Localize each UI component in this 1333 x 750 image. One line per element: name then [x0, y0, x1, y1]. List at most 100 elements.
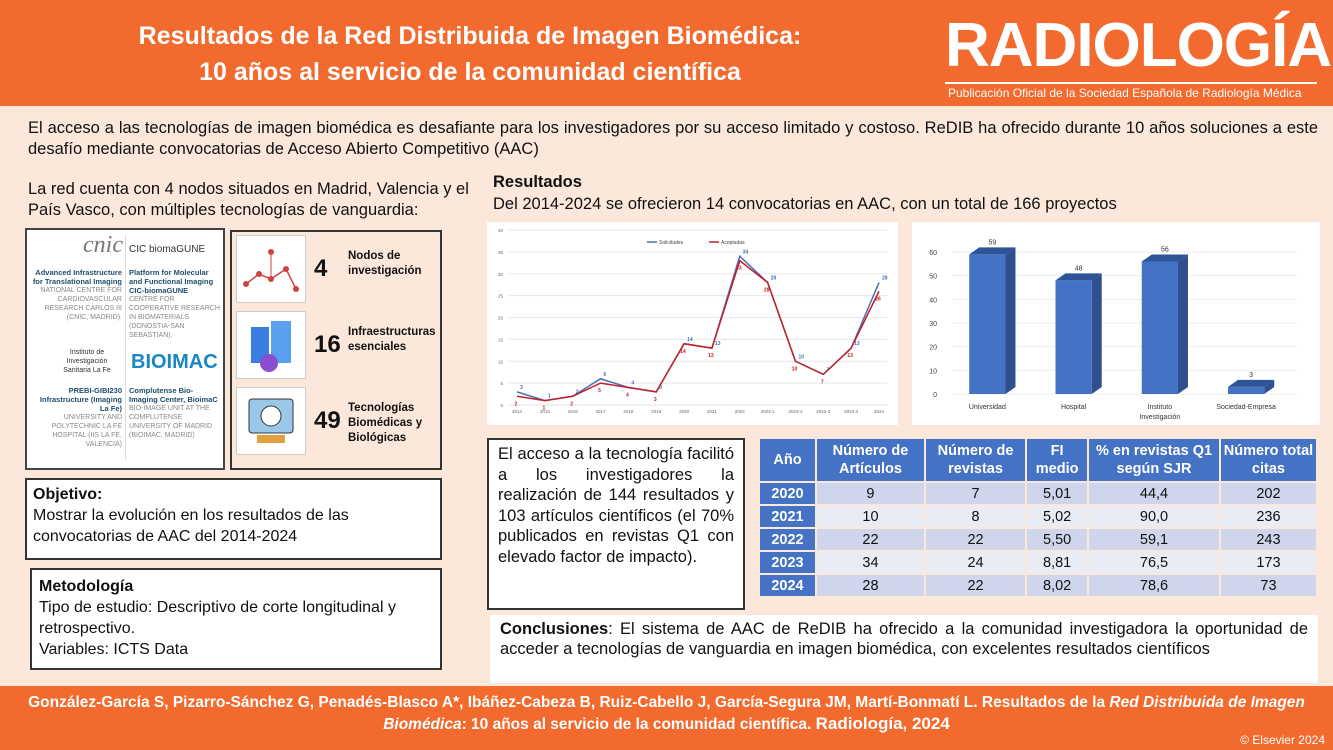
y-tick-label: 50	[929, 274, 937, 281]
column-header: Número de revistas	[925, 439, 1026, 481]
stat-value: 4	[314, 255, 328, 282]
stat-label: Tecnologías Biomédicas y Biológicas	[348, 402, 423, 444]
table-cell: 8,81	[1027, 552, 1088, 573]
table-cell: 76,5	[1089, 552, 1219, 573]
institution-bioimac: Complutense Bio-Imaging Center, BioimaC B…	[129, 386, 221, 440]
table-cell: 10	[817, 506, 924, 527]
x-tick-label: 2023-2	[788, 409, 803, 414]
data-label: 13	[715, 341, 721, 347]
data-label: 56	[1161, 246, 1169, 253]
table-cell: 78,6	[1089, 575, 1219, 596]
x-tick-label: 2014	[512, 409, 523, 414]
bar-hospital	[1055, 280, 1092, 394]
results-title: Resultados	[493, 173, 582, 191]
bar-universidad	[969, 254, 1006, 394]
bar-side	[1005, 247, 1016, 394]
data-label: 10	[792, 366, 798, 372]
bar-side	[1091, 273, 1102, 394]
x-tick-label: 2019	[651, 409, 662, 414]
table-cell: 28	[817, 575, 924, 596]
column-header: Número de Artículos	[817, 439, 924, 481]
citation-journal: Radiología, 2024	[815, 714, 950, 733]
institution-cnic: Advanced Infrastructure for Translationa…	[30, 268, 122, 322]
table-cell: 8,02	[1027, 575, 1088, 596]
y-tick-label: 10	[929, 368, 937, 375]
table-row: 2023 34 24 8,81 76,5 173	[760, 552, 1316, 573]
table-cell: 44,4	[1089, 483, 1219, 504]
journal-logo: RADIOLOGÍA	[945, 11, 1332, 80]
x-tick-label: Sociedad-Empresa	[1216, 404, 1276, 411]
conclusions-label: Conclusiones	[500, 620, 609, 638]
column-header: Año	[760, 439, 815, 481]
table-cell: 236	[1220, 506, 1316, 527]
series-line-solicitudes	[516, 254, 880, 402]
bar-top	[969, 247, 1016, 255]
cicbiomagune-logo: CIC biomaGUNE	[129, 244, 206, 255]
table-cell: 5,50	[1027, 529, 1088, 550]
data-label: 59	[988, 239, 996, 246]
data-label: 13	[854, 341, 860, 347]
data-label: 7	[821, 379, 824, 385]
table-cell: 73	[1220, 575, 1316, 596]
copyright: © Elsevier 2024	[1240, 733, 1325, 747]
logo-divider	[945, 82, 1317, 84]
table-cell: 5,01	[1027, 483, 1088, 504]
lafe-logo: Instituto de Investigación Sanitaria La …	[63, 349, 111, 374]
table-cell: 22	[925, 575, 1026, 596]
y-tick-label: 25	[498, 294, 504, 299]
methodology-study-type: Tipo de estudio: Descriptivo de corte lo…	[39, 599, 396, 637]
table-cell: 8	[925, 506, 1026, 527]
column-header: FI medio	[1027, 439, 1088, 481]
data-label: 26	[875, 296, 881, 302]
intro-text: El acceso a las tecnologías de imagen bi…	[28, 119, 1318, 158]
publications-table: Año Número de Artículos Número de revist…	[758, 437, 1318, 598]
table-cell: 5,02	[1027, 506, 1088, 527]
stat-infrastructures: 16 Infraestructuras esenciales	[236, 311, 440, 383]
x-tick-label: Universidad	[969, 404, 1006, 411]
citation-title-italic: Red Distribuida de Imagen Biomédica	[383, 694, 1305, 733]
y-tick-label: 30	[929, 321, 937, 328]
y-tick-label: 15	[498, 337, 504, 342]
x-tick-label: 2017	[596, 409, 607, 414]
table-cell: 24	[925, 552, 1026, 573]
y-tick-label: 0	[933, 392, 937, 399]
table-cell: 34	[817, 552, 924, 573]
network-nodes-icon	[236, 235, 306, 303]
institution-cicbiomagune: Platform for Molecular and Functional Im…	[129, 268, 221, 340]
bar-side	[1264, 379, 1275, 394]
bar-instituto-investigación	[1141, 261, 1178, 394]
x-tick-label: 2023-3	[816, 409, 831, 414]
stats-panel: 4 Nodos de investigación 16 Infraestructur…	[230, 230, 442, 470]
building-gear-icon	[236, 311, 306, 379]
x-tick-label: 2021	[707, 409, 718, 414]
data-label: 2	[576, 389, 579, 395]
x-tick-label: 2020	[679, 409, 690, 414]
stat-value: 16	[314, 331, 341, 358]
column-header: % en revistas Q1 según SJR	[1089, 439, 1219, 481]
medical-scanner-icon	[236, 387, 306, 455]
network-text: La red cuenta con 4 nodos situados en Ma…	[28, 180, 469, 219]
x-tick-label: 2022	[735, 409, 746, 414]
data-label: 1	[542, 406, 545, 412]
methodology-title: Metodología	[39, 578, 134, 595]
institution-desc: BIO-IMAGE UNIT AT THE COMPLUTENSE UNIVER…	[129, 405, 213, 439]
y-tick-label: 20	[929, 345, 937, 352]
column-header: Número total citas	[1220, 439, 1316, 481]
bar-sociedad-empresa	[1228, 386, 1265, 394]
data-label: 10	[798, 354, 804, 360]
y-tick-label: 35	[498, 250, 504, 255]
stat-technologies: 49 Tecnologías Biomédicas y Biológicas	[236, 387, 440, 459]
institutions-panel: cnic CIC biomaGUNE Advanced Infrastructu…	[25, 228, 225, 470]
legend-label: Aceptadas	[721, 240, 745, 246]
data-label: 3	[654, 397, 657, 403]
data-label: 28	[764, 288, 770, 294]
y-tick-label: 60	[929, 250, 937, 257]
table-cell: 243	[1220, 529, 1316, 550]
bar-side	[1177, 254, 1188, 394]
year-cell: 2024	[760, 575, 815, 596]
methodology-box: Metodología Tipo de estudio: Descriptivo …	[30, 568, 442, 670]
table-row: 2021 10 8 5,02 90,0 236	[760, 506, 1316, 527]
table-cell: 22	[925, 529, 1026, 550]
y-tick-label: 40	[498, 228, 504, 233]
